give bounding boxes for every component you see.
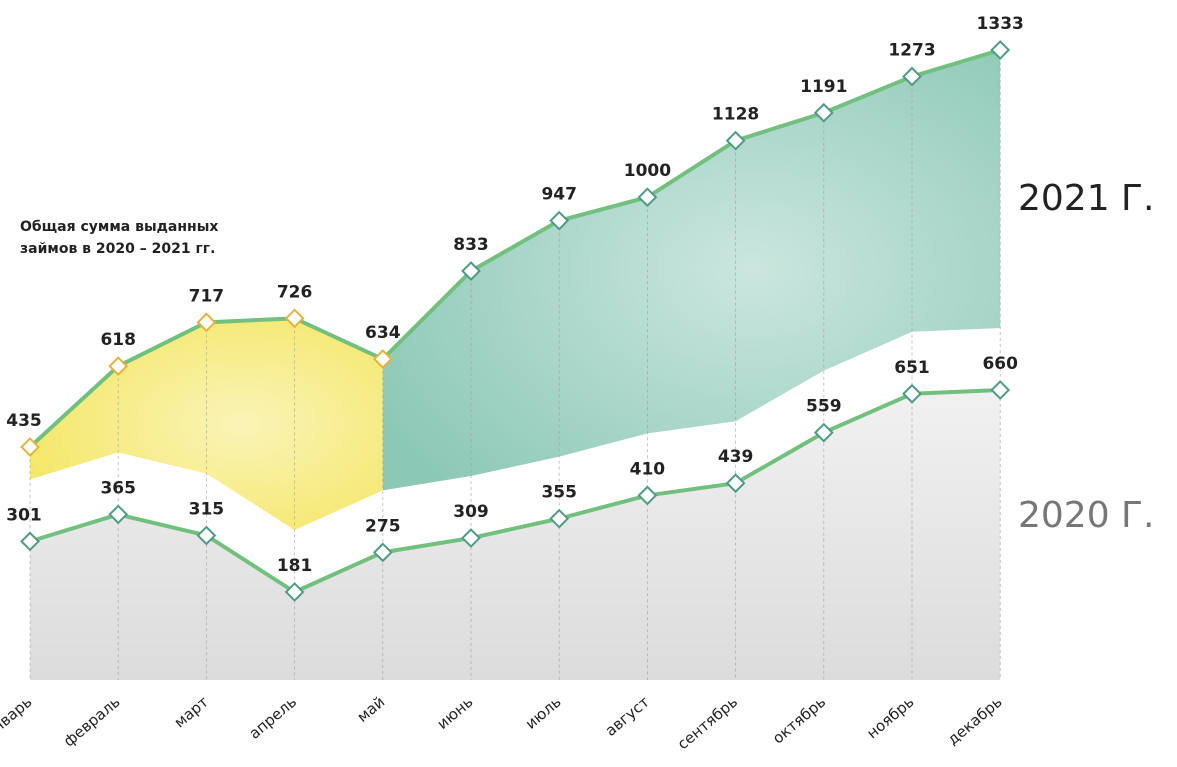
data-label: 634: [365, 323, 401, 343]
data-label: 726: [277, 282, 313, 302]
data-label: 301: [6, 505, 42, 525]
point-marker: [284, 308, 305, 329]
data-label: 660: [982, 354, 1018, 374]
point-marker: [284, 582, 305, 602]
point-marker: [196, 525, 217, 546]
x-tick-label: май: [354, 693, 389, 726]
point-marker: [461, 261, 481, 281]
data-label: 833: [453, 235, 489, 255]
data-label: 410: [630, 459, 666, 479]
point-marker: [813, 422, 834, 443]
legend-label: 2020 Г.: [1018, 495, 1154, 536]
point-marker: [372, 349, 393, 369]
data-label: 439: [718, 447, 754, 467]
series-line: [28, 48, 1001, 449]
data-label: 355: [541, 483, 577, 503]
x-tick-label: октябрь: [769, 693, 829, 748]
point-marker: [990, 40, 1011, 60]
point-marker: [902, 383, 922, 404]
data-label: 315: [189, 499, 225, 519]
point-marker: [108, 356, 129, 376]
point-marker: [637, 187, 658, 208]
point-marker: [902, 66, 922, 87]
point-marker: [108, 504, 129, 525]
x-tick-label: июнь: [433, 693, 476, 733]
data-label: 275: [365, 516, 401, 536]
x-tick-label: ноябрь: [863, 693, 917, 743]
point-marker: [725, 130, 746, 151]
data-label: 1273: [888, 41, 935, 61]
data-label: 947: [541, 185, 577, 205]
point-marker: [725, 473, 746, 494]
area-2020-shine: [30, 390, 1001, 680]
x-tick-label: сентябрь: [674, 693, 741, 753]
x-tick-label: январь: [0, 693, 35, 742]
x-tick-label: апрель: [245, 693, 300, 743]
x-tick-label: июль: [522, 693, 565, 733]
data-label: 618: [100, 330, 136, 350]
data-label: 309: [453, 502, 489, 522]
point-marker: [461, 528, 481, 548]
point-marker: [637, 485, 658, 506]
chart-title: Общая сумма выданных займов в 2020 – 202…: [20, 219, 219, 257]
data-label: 1000: [624, 161, 671, 181]
data-label: 435: [6, 411, 42, 431]
data-label: 651: [894, 358, 930, 378]
point-marker: [549, 210, 570, 231]
point-marker: [549, 508, 570, 529]
point-marker: [813, 102, 834, 123]
point-marker: [20, 437, 40, 457]
series-line: [29, 388, 1001, 594]
legend-label: 2021 Г.: [1018, 178, 1154, 219]
point-marker: [372, 542, 393, 563]
data-label: 1191: [800, 77, 847, 97]
x-tick-label: декабрь: [944, 693, 1006, 749]
area-2021-rest-shine: [382, 50, 1001, 491]
point-marker: [20, 531, 40, 552]
data-label: 181: [277, 556, 313, 576]
x-tick-label: февраль: [60, 693, 124, 751]
x-tick-label: март: [171, 693, 212, 732]
data-label: 365: [100, 478, 136, 498]
data-label: 1333: [977, 14, 1024, 34]
data-label: 559: [806, 397, 842, 417]
x-tick-label: август: [602, 693, 653, 740]
point-marker: [196, 312, 217, 333]
data-label: 1128: [712, 105, 759, 125]
point-marker: [990, 380, 1011, 400]
data-label: 717: [189, 286, 225, 306]
